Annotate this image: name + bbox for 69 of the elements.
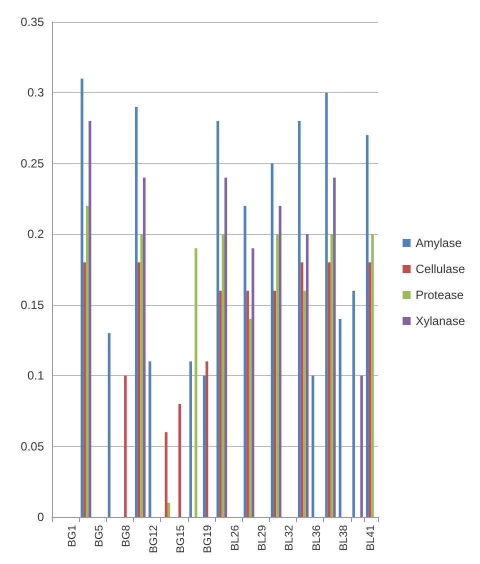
legend-label: Protease [416, 288, 464, 302]
bar [276, 234, 279, 517]
x-tick-label: BL41 [365, 525, 378, 551]
bar [368, 262, 372, 517]
bar [333, 178, 336, 517]
bar [244, 206, 246, 517]
x-tick-label: BL29 [256, 525, 269, 551]
bar [167, 502, 170, 517]
bar [352, 290, 355, 517]
x-tick-label: BG5 [94, 525, 106, 548]
y-tick-label: 0.3 [27, 86, 44, 100]
bar [142, 178, 146, 517]
bar [222, 234, 224, 517]
bar [219, 290, 222, 517]
legend-label: Amylase [416, 236, 462, 250]
bar [246, 290, 249, 517]
bar [178, 404, 182, 517]
bar [366, 135, 369, 517]
bar [224, 178, 228, 517]
x-tick-label: BG8 [120, 525, 133, 548]
x-tick-label: BL38 [338, 525, 350, 551]
bar [252, 248, 254, 517]
bar [248, 319, 252, 517]
x-tick-label: BL26 [229, 525, 242, 551]
bar [108, 333, 110, 517]
bar [371, 234, 374, 517]
bar [189, 361, 192, 517]
bar [360, 376, 363, 517]
bar [202, 376, 206, 517]
x-tick-label: BG12 [148, 525, 160, 554]
bar [273, 290, 276, 517]
x-tick-label: BL32 [284, 525, 296, 551]
bar [338, 319, 342, 517]
y-tick-label: 0.15 [20, 298, 44, 312]
bar [206, 361, 208, 517]
bar [140, 234, 143, 517]
bar [270, 163, 274, 517]
bar [86, 206, 89, 517]
x-tick-label: BG15 [175, 525, 188, 554]
bar [194, 248, 198, 517]
bar [330, 234, 334, 517]
bar [325, 92, 328, 517]
x-tick-label: BL36 [310, 525, 323, 551]
bar [138, 262, 140, 517]
bar [303, 290, 306, 517]
x-tick-label: BG19 [202, 525, 214, 554]
bar [216, 121, 220, 517]
bar [278, 206, 282, 517]
bar [124, 376, 127, 517]
y-tick-label: 0.25 [20, 156, 44, 170]
y-tick-label: 0.05 [20, 439, 44, 454]
bar [312, 376, 314, 517]
bar [300, 262, 304, 517]
bar [83, 262, 86, 517]
bar [148, 361, 152, 517]
bar [88, 121, 92, 517]
bar [328, 262, 330, 517]
legend-label: Xylanase [416, 314, 466, 328]
bar [306, 234, 309, 517]
bar [298, 121, 301, 517]
y-tick-label: 0.2 [27, 227, 44, 242]
legend-label: Cellulase [416, 262, 466, 276]
y-tick-label: 0 [37, 510, 44, 524]
y-tick-label: 0.35 [20, 15, 44, 29]
x-tick-label: BG1 [66, 525, 78, 548]
bar [134, 106, 138, 517]
y-tick-label: 0.1 [27, 368, 44, 383]
bar [164, 432, 168, 517]
bar [80, 78, 84, 517]
